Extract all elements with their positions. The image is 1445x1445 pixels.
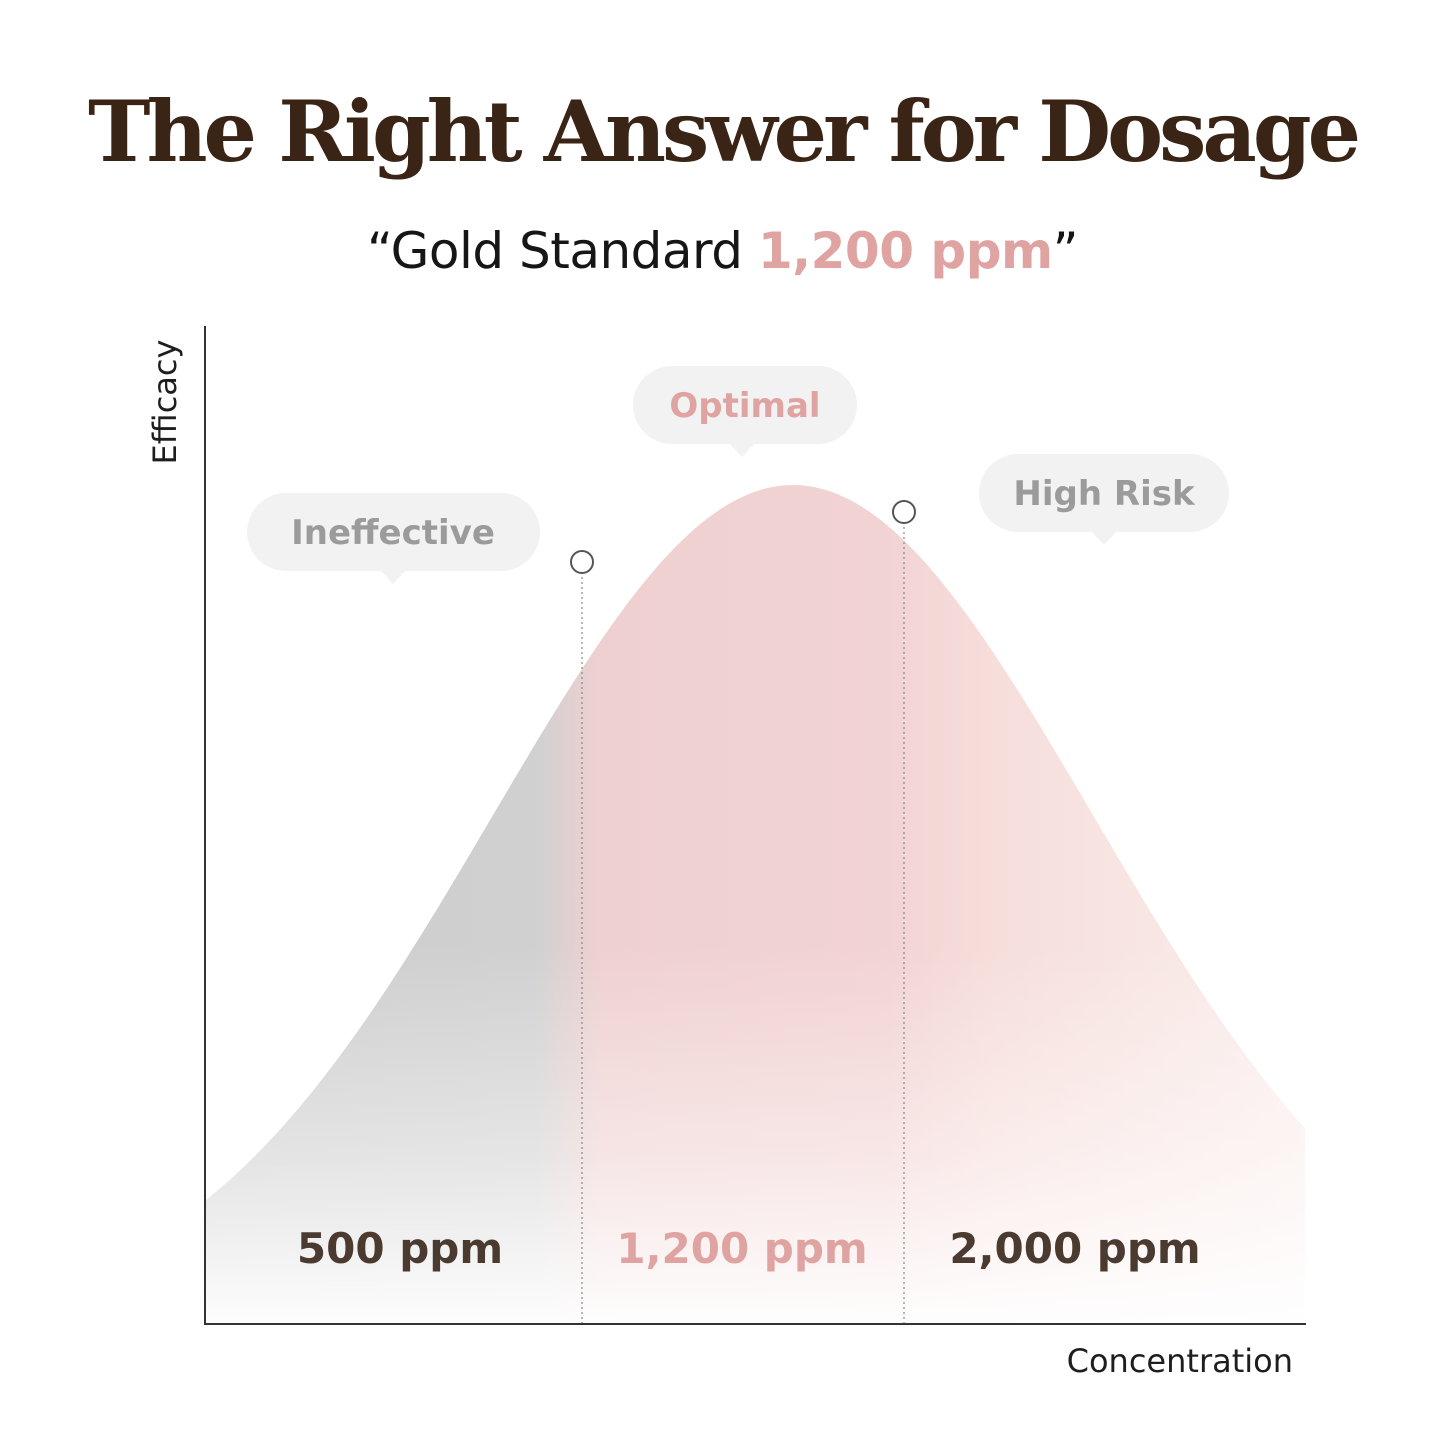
value-label-1200: 1,200 ppm xyxy=(616,1224,867,1273)
zone-label-optimal: Optimal xyxy=(669,386,820,426)
y-axis-label: Efficacy xyxy=(146,340,184,465)
chart-subtitle: “Gold Standard 1,200 ppm” xyxy=(0,222,1445,280)
x-axis-label: Concentration xyxy=(1067,1342,1293,1380)
subtitle-highlight: 1,200 ppm xyxy=(757,222,1053,280)
bubble-ineffective: Ineffective xyxy=(247,493,540,584)
subtitle-close: ” xyxy=(1052,222,1079,280)
bubble-optimal: Optimal xyxy=(633,366,857,457)
chart-title: The Right Answer for Dosage xyxy=(87,82,1361,181)
boundary-marker-left xyxy=(570,550,594,574)
zone-label-ineffective: Ineffective xyxy=(291,513,495,553)
value-label-500: 500 ppm xyxy=(297,1224,503,1273)
bubble-high-risk: High Risk xyxy=(979,454,1229,545)
value-label-2000: 2,000 ppm xyxy=(949,1224,1200,1273)
boundary-marker-right xyxy=(892,500,916,524)
bottom-fade xyxy=(205,485,1305,1324)
zone-label-high-risk: High Risk xyxy=(1013,474,1196,514)
subtitle-open: “Gold Standard xyxy=(367,222,758,280)
